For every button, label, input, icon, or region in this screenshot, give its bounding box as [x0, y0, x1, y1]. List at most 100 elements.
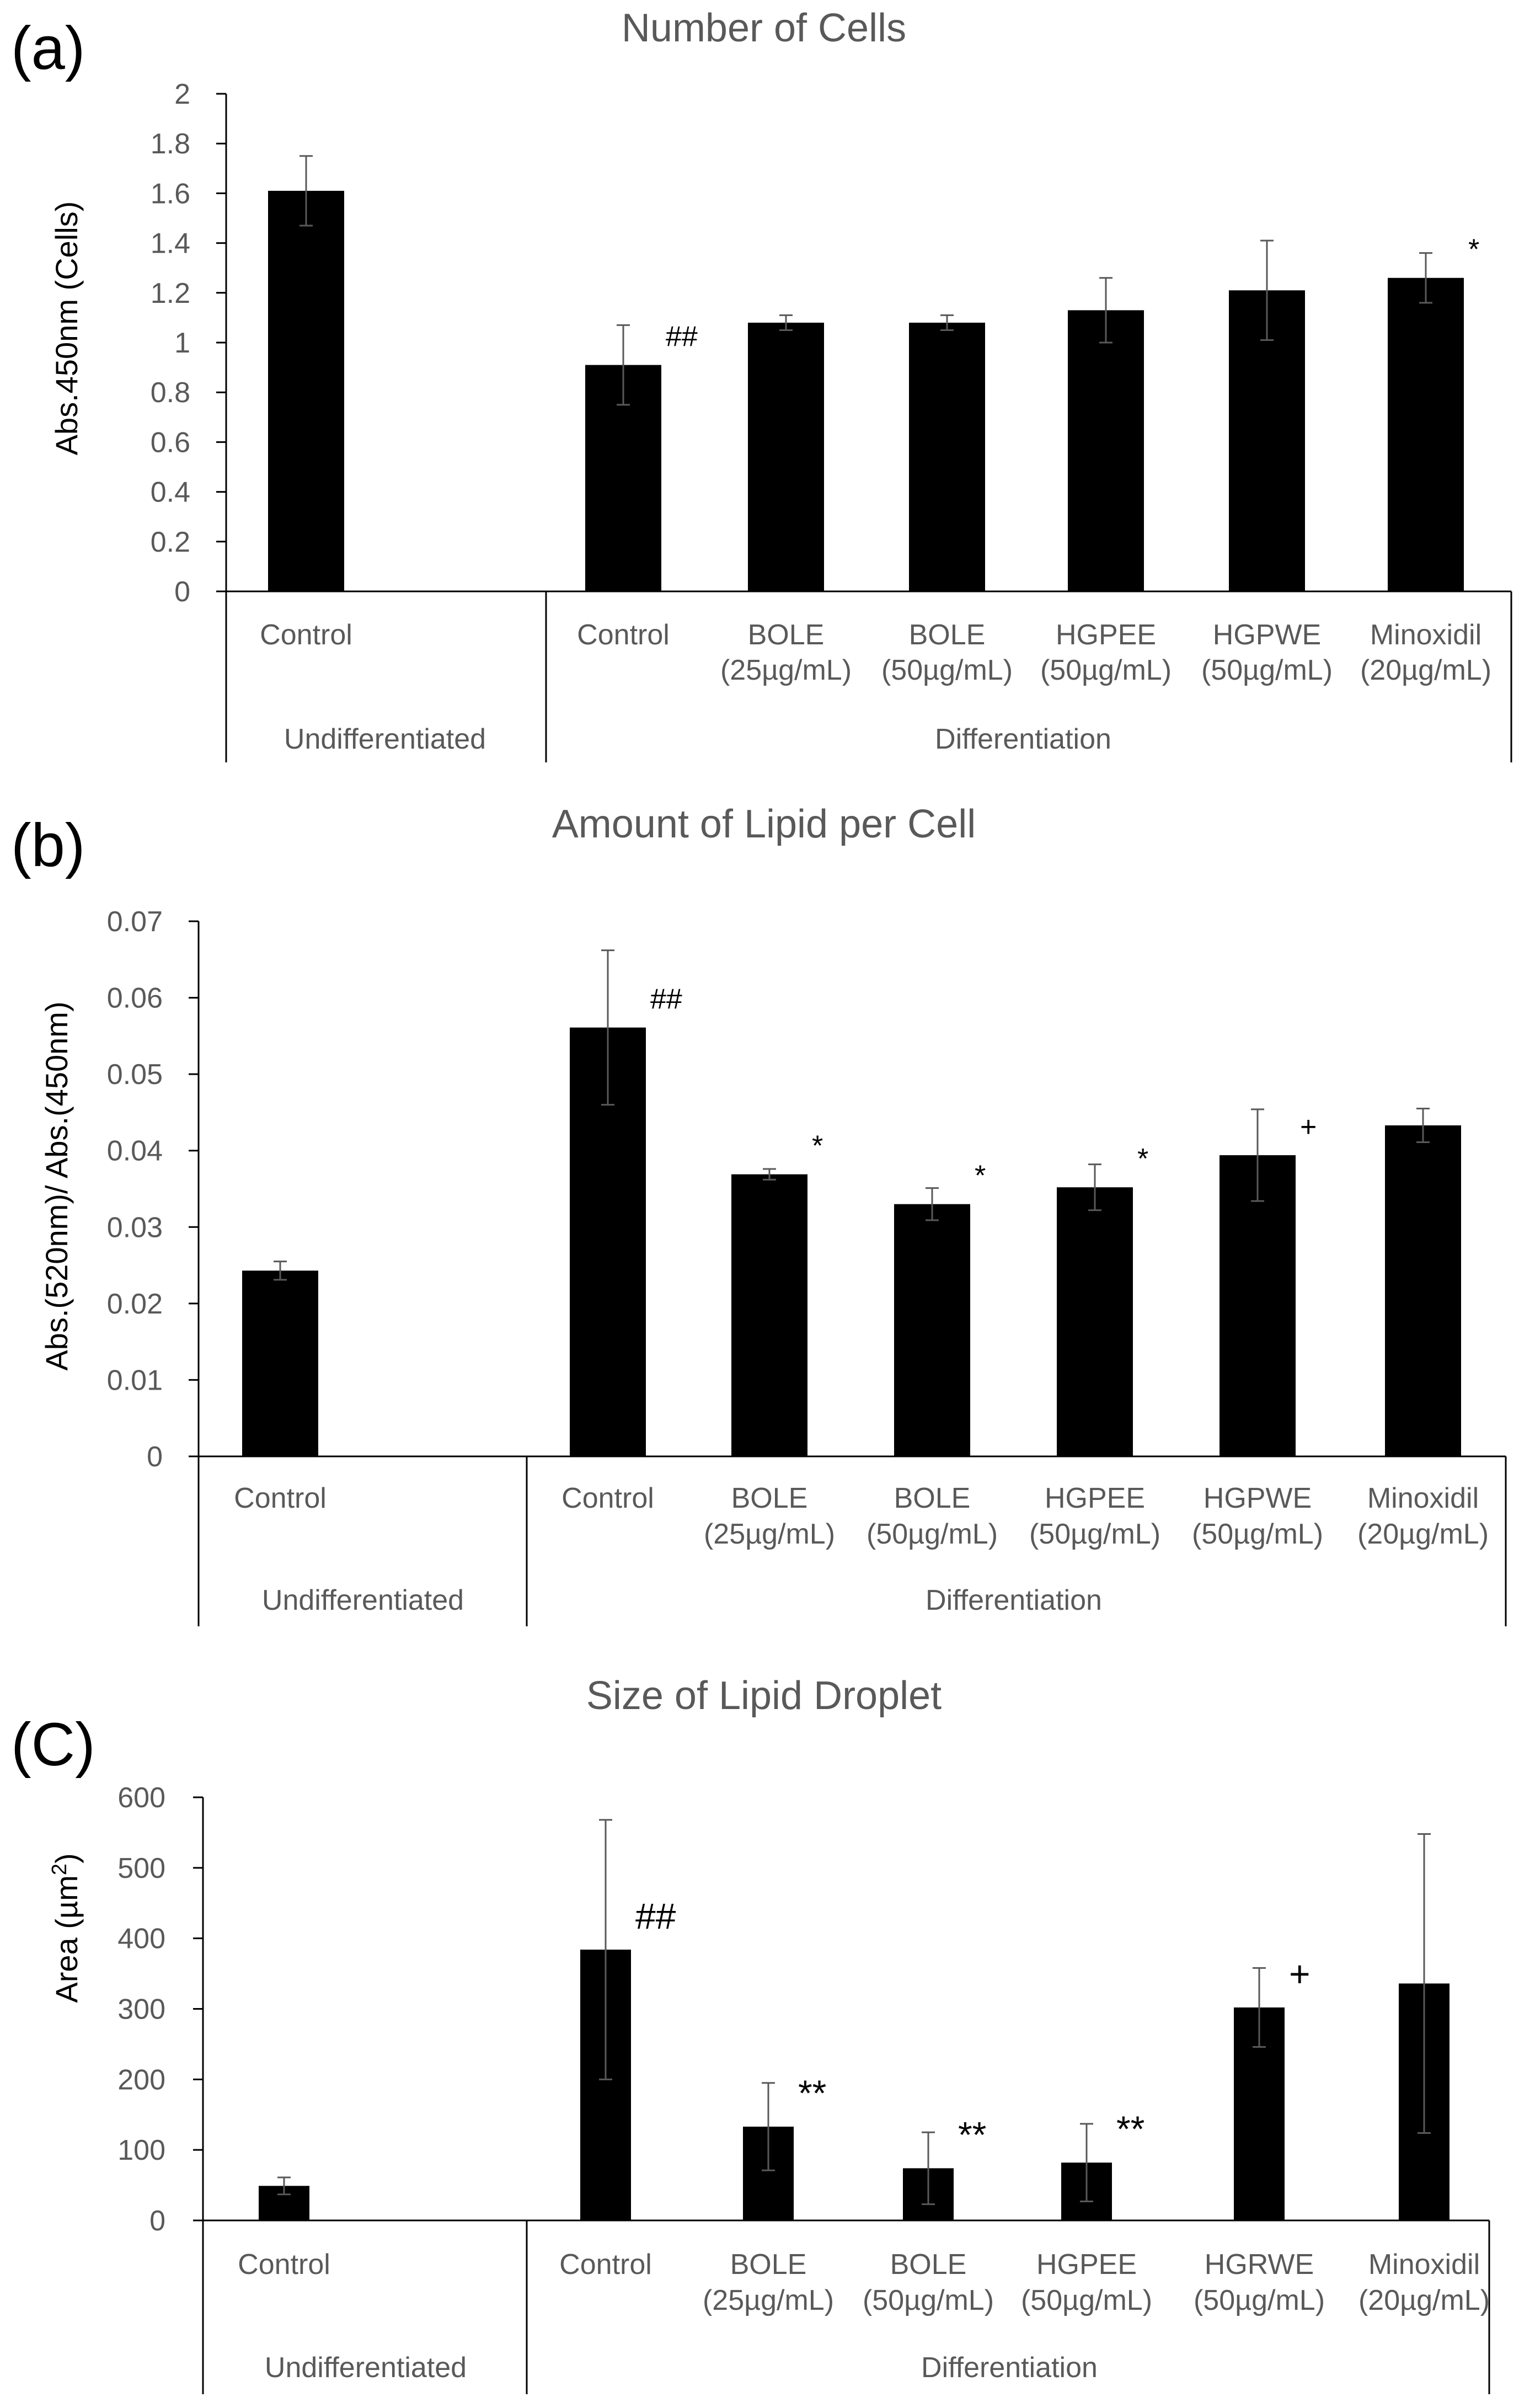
category-label: HGPWE — [1204, 1482, 1312, 1514]
category-label: Control — [260, 619, 352, 651]
group-label-differentiation: Differentiation — [926, 1584, 1102, 1616]
category-label: BOLE — [748, 619, 825, 651]
significance-marker: * — [1468, 234, 1479, 266]
significance-marker: ** — [1116, 2108, 1144, 2149]
bar — [268, 190, 344, 591]
chart-title: Size of Lipid Droplet — [586, 1674, 942, 1718]
category-label: Control — [234, 1482, 327, 1514]
category-label: BOLE — [909, 619, 986, 651]
y-tick-label: 1.4 — [151, 228, 190, 260]
y-tick-label: 0.2 — [151, 526, 190, 558]
category-sublabel: (20µg/mL) — [1357, 1518, 1489, 1550]
y-tick-label: 100 — [117, 2134, 165, 2166]
bar — [1068, 310, 1144, 591]
significance-marker: ** — [798, 2073, 826, 2113]
y-tick-label: 1 — [174, 327, 190, 359]
y-tick-label: 0.07 — [107, 906, 163, 938]
category-sublabel: (20µg/mL) — [1358, 2284, 1490, 2316]
panel-a: (a) Number of Cells Abs.450nm (Cells) Un… — [11, 6, 1512, 762]
bar — [1385, 1125, 1461, 1456]
category-label: Minoxidil — [1370, 619, 1481, 651]
category-label: BOLE — [894, 1482, 971, 1514]
significance-marker: ** — [958, 2114, 986, 2155]
y-tick-label: 2 — [174, 78, 190, 110]
category-label: HGPEE — [1036, 2249, 1137, 2281]
bar — [748, 322, 824, 591]
category-sublabel: (50µg/mL) — [881, 654, 1013, 686]
y-axis-label: Area (µm2) — [48, 1853, 84, 2003]
category-sublabel: (50µg/mL) — [1029, 1518, 1160, 1550]
y-tick-label: 0.02 — [107, 1288, 163, 1320]
y-tick-label: 0.06 — [107, 983, 163, 1015]
panel-label: (C) — [11, 1711, 95, 1779]
category-label: Control — [577, 619, 670, 651]
category-sublabel: (25µg/mL) — [704, 1518, 835, 1550]
significance-marker: ## — [635, 1896, 676, 1936]
category-label: Control — [561, 1482, 654, 1514]
significance-marker: * — [812, 1130, 823, 1162]
category-sublabel: (20µg/mL) — [1360, 654, 1491, 686]
category-sublabel: (50µg/mL) — [1040, 654, 1172, 686]
y-tick-label: 1.2 — [151, 277, 190, 309]
group-label-differentiation: Differentiation — [921, 2352, 1098, 2384]
category-label: HGRWE — [1205, 2249, 1314, 2281]
y-tick-label: 0.6 — [151, 426, 190, 458]
category-sublabel: (25µg/mL) — [720, 654, 852, 686]
bar — [894, 1204, 970, 1456]
y-tick-label: 0 — [174, 576, 190, 608]
bar — [731, 1174, 807, 1456]
y-tick-label: 0.04 — [107, 1135, 163, 1167]
significance-marker: + — [1289, 1953, 1311, 1994]
significance-marker: ## — [666, 321, 698, 353]
y-tick-label: 400 — [117, 1923, 165, 1955]
bar — [1057, 1187, 1133, 1456]
panel-label: (a) — [11, 14, 85, 82]
y-tick-label: 0 — [147, 1441, 163, 1473]
category-sublabel: (25µg/mL) — [703, 2284, 834, 2316]
category-label: BOLE — [730, 2249, 807, 2281]
y-tick-label: 0.4 — [151, 477, 190, 509]
category-label: HGPWE — [1213, 619, 1321, 651]
y-axis-label: Abs.(520nm)/ Abs.(450nm) — [39, 1001, 74, 1370]
category-label: Minoxidil — [1368, 2249, 1480, 2281]
y-tick-label: 500 — [117, 1852, 165, 1884]
panel-c: (C) Size of Lipid Droplet Area (µm2) Und… — [11, 1674, 1490, 2394]
y-tick-label: 1.8 — [151, 128, 190, 160]
y-tick-label: 0.05 — [107, 1059, 163, 1091]
y-tick-label: 600 — [117, 1782, 165, 1814]
significance-marker: + — [1300, 1111, 1317, 1143]
group-label-differentiation: Differentiation — [935, 723, 1111, 755]
category-label: Minoxidil — [1367, 1482, 1479, 1514]
bar — [1220, 1155, 1296, 1456]
category-label: HGPEE — [1045, 1482, 1145, 1514]
category-sublabel: (50µg/mL) — [1194, 2284, 1325, 2316]
bar — [909, 322, 985, 591]
category-label: Control — [238, 2249, 330, 2281]
bar — [1388, 277, 1464, 591]
category-label: BOLE — [890, 2249, 967, 2281]
category-sublabel: (50µg/mL) — [867, 1518, 998, 1550]
group-label-undifferentiated: Undifferentiated — [284, 723, 486, 755]
significance-marker: ## — [650, 984, 682, 1016]
panel-label: (b) — [11, 811, 85, 879]
y-tick-label: 200 — [117, 2064, 165, 2096]
category-label: HGPEE — [1056, 619, 1156, 651]
y-axis-label: Abs.450nm (Cells) — [49, 201, 84, 456]
chart-title: Number of Cells — [622, 6, 906, 50]
y-tick-label: 0.01 — [107, 1364, 163, 1396]
category-sublabel: (50µg/mL) — [863, 2284, 994, 2316]
chart-title: Amount of Lipid per Cell — [552, 802, 976, 846]
y-tick-label: 1.6 — [151, 178, 190, 210]
panel-b: (b) Amount of Lipid per Cell Abs.(520nm)… — [11, 802, 1507, 1626]
group-label-undifferentiated: Undifferentiated — [265, 2352, 467, 2384]
significance-marker: * — [1137, 1143, 1148, 1175]
significance-marker: * — [975, 1160, 986, 1192]
group-label-undifferentiated: Undifferentiated — [262, 1584, 464, 1616]
y-tick-label: 0.03 — [107, 1211, 163, 1243]
y-tick-label: 0.8 — [151, 377, 190, 409]
category-sublabel: (50µg/mL) — [1021, 2284, 1152, 2316]
category-label: Control — [559, 2249, 652, 2281]
category-sublabel: (50µg/mL) — [1201, 654, 1333, 686]
bar — [242, 1270, 318, 1456]
